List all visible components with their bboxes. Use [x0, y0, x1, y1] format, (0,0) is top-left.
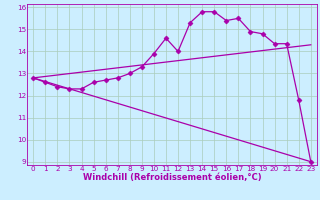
X-axis label: Windchill (Refroidissement éolien,°C): Windchill (Refroidissement éolien,°C) [83, 173, 261, 182]
